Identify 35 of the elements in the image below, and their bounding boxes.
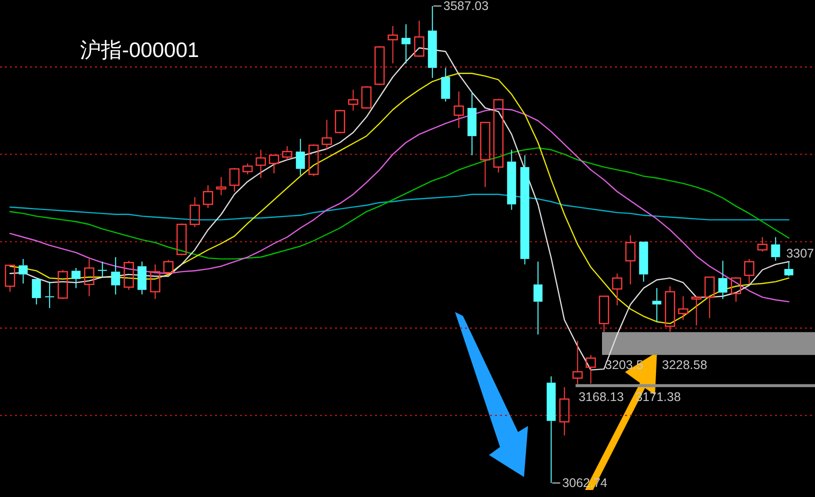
candlestick [625,234,636,285]
candlestick [454,91,464,128]
candlestick [468,92,476,156]
candlestick [138,261,146,295]
candlestick [111,256,120,295]
annotation: 3228.58 [662,358,708,372]
candlestick [98,261,107,278]
candlestick [718,260,728,300]
candlestick [45,281,54,309]
candlestick [520,154,530,265]
annotation: 3168.13 [578,390,624,404]
candlestick [559,386,570,436]
candlestick [534,261,542,335]
candlestick [428,6,437,78]
candlestick [150,264,160,300]
candlestick [256,149,266,178]
candlestick [388,26,398,64]
candlestick [296,138,305,176]
candlestick [652,288,662,322]
annotation: 3587.03 [443,0,489,13]
annotation: 3307 [786,246,814,261]
candlestick [84,258,94,297]
candlestick [572,340,583,385]
candlestick [216,176,226,196]
candlestick [771,236,780,262]
candlestick [507,149,516,210]
text: 沪指-000001 [80,39,200,62]
candlestick [678,296,688,320]
candlestick [18,258,28,284]
candlestick [402,24,410,64]
candlestick [546,376,556,484]
candlestick [72,268,80,289]
candlestick [441,67,450,102]
candlestick [322,119,332,150]
candlestick [282,146,292,160]
